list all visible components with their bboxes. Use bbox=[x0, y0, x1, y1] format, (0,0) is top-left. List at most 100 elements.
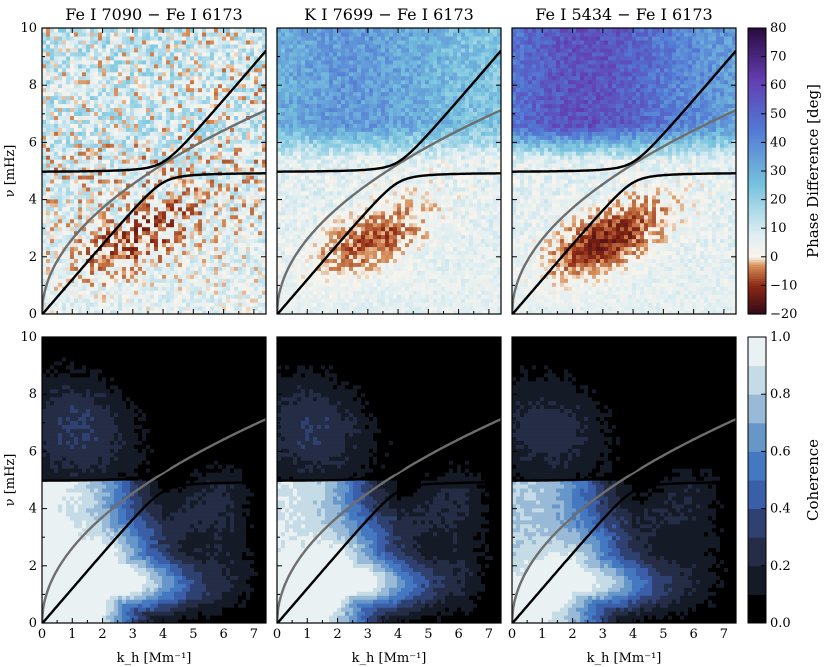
heatmap-cell bbox=[98, 167, 103, 172]
heatmap-cell bbox=[218, 190, 223, 196]
heatmap-cell bbox=[254, 79, 259, 85]
heatmap-cell bbox=[325, 226, 330, 232]
heatmap-cell bbox=[262, 266, 266, 271]
heatmap-cell bbox=[58, 310, 63, 314]
heatmap-cell bbox=[293, 55, 298, 61]
heatmap-cell bbox=[126, 286, 131, 291]
heatmap-cell bbox=[54, 131, 59, 136]
heatmap-cell bbox=[166, 302, 171, 307]
heatmap-cell bbox=[313, 178, 318, 184]
heatmap-cell bbox=[70, 306, 75, 311]
heatmap-cell bbox=[305, 178, 310, 184]
heatmap-cell bbox=[254, 250, 259, 256]
heatmap-cell bbox=[234, 47, 239, 53]
heatmap-cell bbox=[74, 258, 79, 263]
heatmap-cell bbox=[234, 167, 239, 172]
heatmap-cell bbox=[46, 71, 51, 77]
heatmap-cell bbox=[110, 123, 115, 128]
heatmap-cell bbox=[146, 198, 151, 204]
heatmap-cell bbox=[194, 214, 199, 220]
heatmap-cell bbox=[198, 71, 203, 77]
heatmap-cell bbox=[66, 75, 71, 81]
heatmap-cell bbox=[309, 222, 314, 228]
heatmap-cell bbox=[301, 214, 306, 220]
heatmap-cell bbox=[309, 198, 314, 204]
heatmap-cell bbox=[106, 167, 111, 172]
heatmap-cell bbox=[90, 190, 95, 196]
heatmap-cell bbox=[246, 182, 251, 188]
heatmap-cell bbox=[277, 222, 282, 228]
heatmap-cell bbox=[305, 127, 310, 132]
heatmap-cell bbox=[58, 230, 63, 236]
heatmap-cell bbox=[90, 246, 95, 252]
heatmap-cell bbox=[50, 59, 55, 65]
heatmap-cell bbox=[202, 111, 207, 116]
heatmap-cell bbox=[94, 194, 99, 200]
heatmap-cell bbox=[202, 171, 207, 176]
heatmap-cell bbox=[134, 159, 139, 164]
heatmap-cell bbox=[317, 119, 322, 124]
heatmap-cell bbox=[70, 155, 75, 160]
heatmap-cell bbox=[110, 28, 115, 33]
heatmap-cell bbox=[325, 238, 330, 244]
heatmap-cell bbox=[317, 31, 322, 37]
heatmap-cell bbox=[281, 28, 286, 33]
heatmap-cell bbox=[86, 71, 91, 77]
heatmap-cell bbox=[254, 31, 259, 37]
heatmap-cell bbox=[289, 59, 294, 65]
heatmap-cell bbox=[242, 226, 247, 232]
heatmap-cell bbox=[234, 111, 239, 116]
heatmap-cell bbox=[94, 167, 99, 172]
heatmap-cell bbox=[182, 28, 187, 33]
heatmap-cell bbox=[317, 87, 322, 93]
heatmap-cell bbox=[130, 155, 135, 160]
heatmap-cell bbox=[258, 302, 263, 307]
heatmap-cell bbox=[146, 182, 151, 188]
heatmap-cell bbox=[206, 178, 211, 184]
heatmap-cell bbox=[150, 51, 155, 57]
heatmap-cell bbox=[70, 55, 75, 61]
heatmap-cell bbox=[90, 306, 95, 311]
heatmap-cell bbox=[210, 143, 215, 148]
heatmap-cell bbox=[214, 278, 219, 283]
heatmap-cell bbox=[58, 246, 63, 252]
heatmap-cell bbox=[293, 230, 298, 236]
heatmap-cell bbox=[174, 310, 179, 314]
heatmap-cell bbox=[182, 159, 187, 164]
heatmap-cell bbox=[50, 115, 55, 120]
heatmap-cell bbox=[194, 28, 199, 33]
heatmap-cell bbox=[118, 75, 123, 81]
heatmap-cell bbox=[242, 298, 247, 303]
heatmap-cell bbox=[118, 67, 123, 73]
heatmap-cell bbox=[262, 194, 266, 200]
heatmap-cell bbox=[178, 186, 183, 192]
heatmap-cell bbox=[246, 178, 251, 184]
heatmap-cell bbox=[262, 226, 266, 232]
heatmap-cell bbox=[194, 79, 199, 85]
heatmap-cell bbox=[114, 266, 119, 271]
heatmap-cell bbox=[246, 163, 251, 168]
heatmap-cell bbox=[94, 51, 99, 57]
heatmap-cell bbox=[258, 123, 263, 128]
heatmap-cell bbox=[146, 83, 151, 89]
heatmap-cell bbox=[126, 63, 131, 69]
heatmap-cell bbox=[158, 91, 163, 97]
heatmap-cell bbox=[226, 286, 231, 291]
heatmap-cell bbox=[277, 31, 282, 37]
heatmap-cell bbox=[162, 246, 167, 252]
heatmap-cell bbox=[246, 39, 251, 45]
heatmap-cell bbox=[86, 194, 91, 200]
heatmap-cell bbox=[74, 182, 79, 188]
heatmap-cell bbox=[174, 278, 179, 283]
heatmap-cell bbox=[186, 59, 191, 65]
heatmap-cell bbox=[154, 35, 159, 41]
heatmap-cell bbox=[285, 123, 290, 128]
heatmap-cell bbox=[277, 262, 282, 267]
heatmap-cell bbox=[82, 151, 87, 156]
heatmap-cell bbox=[226, 115, 231, 120]
heatmap-cell bbox=[126, 182, 131, 188]
heatmap-cell bbox=[70, 39, 75, 45]
heatmap-cell bbox=[238, 294, 243, 299]
heatmap-cell bbox=[218, 174, 223, 180]
heatmap-cell bbox=[202, 250, 207, 256]
